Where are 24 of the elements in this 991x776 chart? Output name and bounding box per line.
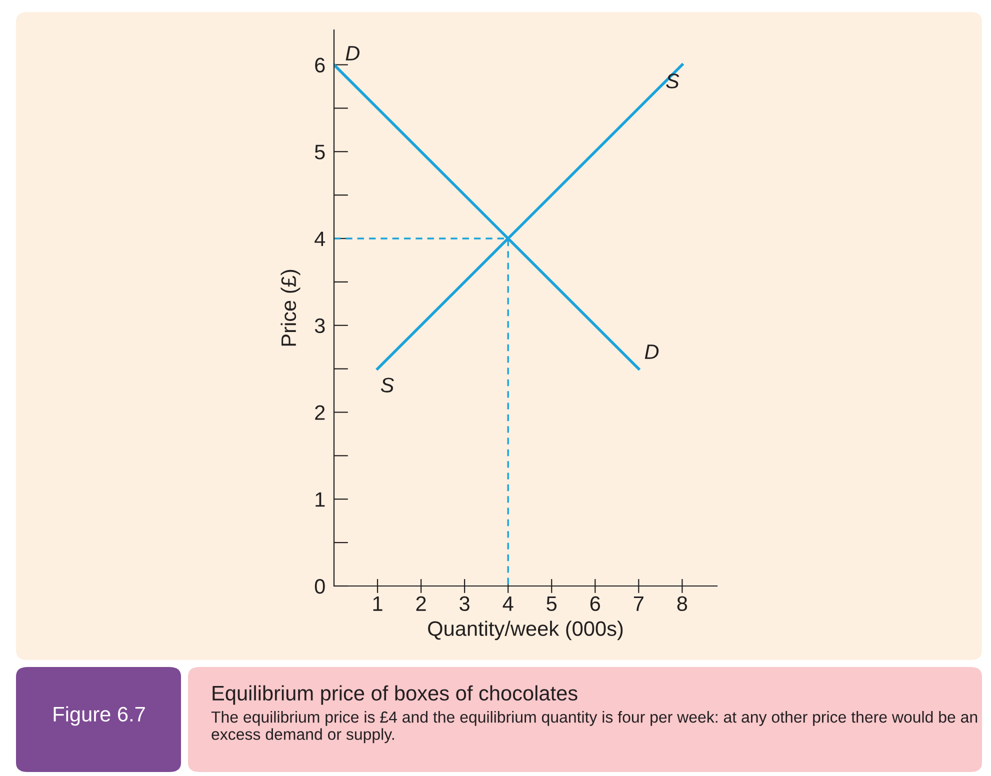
x-axis-title: Quantity/week (000s) xyxy=(428,620,623,640)
y-tick-label: 4 xyxy=(314,232,326,246)
y-tick-label: 1 xyxy=(316,492,325,507)
x-tick-label: 6 xyxy=(590,596,600,612)
series-label: S xyxy=(666,74,680,88)
y-tick-label: 3 xyxy=(314,318,325,334)
series-label: D xyxy=(346,46,360,60)
x-tick-label: 2 xyxy=(416,596,426,611)
y-tick-label: 0 xyxy=(314,579,325,594)
y-tick-label: 2 xyxy=(315,405,325,420)
x-tick-label: 4 xyxy=(502,596,514,611)
text: Equilibrium price of boxes of chocolates xyxy=(212,685,578,705)
x-tick-label: 1 xyxy=(373,596,382,611)
text: D xyxy=(644,344,659,359)
y-tick-label: 6 xyxy=(315,58,325,73)
caption: Figure 6.7 xyxy=(54,706,145,726)
y-axis-title: Price (£) xyxy=(280,270,300,346)
x-tick-label: 3 xyxy=(460,596,470,612)
x-tick-label: 8 xyxy=(677,596,688,612)
text: S xyxy=(380,378,394,392)
x-tick-label: 5 xyxy=(546,596,557,612)
y-tick-label: 5 xyxy=(314,144,325,160)
x-tick-label: 7 xyxy=(634,596,644,611)
text: The equilibrium price is £4 and the equilibrium quantity is four per week: at any other price there would be an excess demand or supply. xyxy=(211,711,978,744)
